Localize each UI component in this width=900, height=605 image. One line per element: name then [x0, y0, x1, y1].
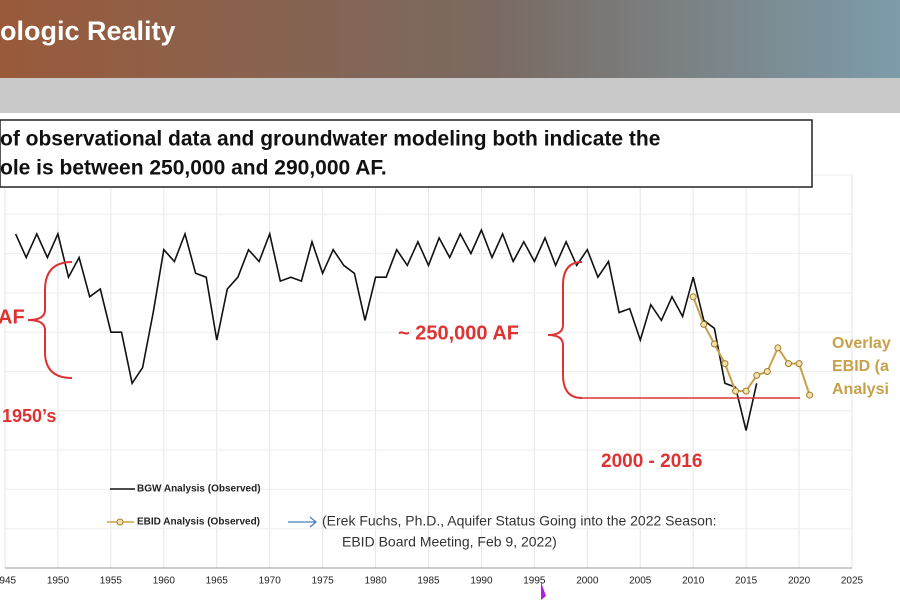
annotation: 2000 - 2016 [601, 451, 702, 472]
annotation: ~ 250,000 AF [398, 322, 519, 344]
x-tick-label: 1950 [47, 576, 70, 587]
x-tick-label: 2000 [576, 576, 599, 587]
data-point [774, 344, 782, 352]
x-tick-label: 1980 [364, 576, 387, 587]
x-tick-label: 2005 [629, 576, 652, 587]
series-line [692, 296, 811, 396]
note-box [0, 119, 813, 188]
brace [27, 261, 73, 379]
x-tick-label: 1960 [153, 576, 176, 587]
x-tick-label: 1985 [417, 576, 440, 587]
data-point [784, 360, 792, 368]
data-point [742, 387, 750, 395]
legend-label: EBID Analysis (Observed) [137, 517, 260, 528]
arrow [288, 516, 318, 528]
citation: (Erek Fuchs, Ph.D., Aquifer Status Going… [322, 513, 717, 529]
brace [547, 261, 583, 399]
data-point [806, 391, 814, 399]
cursor [541, 582, 546, 600]
plot-area [4, 174, 853, 569]
legend-swatch [116, 518, 124, 526]
x-tick-label: 2025 [841, 576, 864, 587]
data-point [763, 368, 771, 375]
annotation: AF [0, 306, 25, 328]
x-tick-label: 2020 [788, 576, 811, 587]
x-tick-label: 1995 [523, 576, 546, 587]
data-point [732, 387, 740, 395]
overlay-note: Analysi [832, 381, 889, 398]
data-point [689, 293, 697, 301]
x-tick-label: 1945 [0, 576, 17, 587]
series-line [14, 227, 758, 431]
x-tick-label: 1955 [100, 576, 123, 587]
annotation: 1950’s [2, 406, 56, 426]
data-point [700, 320, 708, 328]
x-tick-label: 1965 [206, 576, 229, 587]
legend-label: BGW Analysis (Observed) [137, 484, 261, 495]
overlay-note: EBID (a [832, 358, 889, 375]
x-tick-label: 1970 [259, 576, 282, 587]
data-point [721, 360, 729, 368]
data-point [795, 360, 803, 368]
note-line: ole is between 250,000 and 290,000 AF. [0, 157, 387, 180]
citation: EBID Board Meeting, Feb 9, 2022) [342, 534, 557, 550]
x-tick-label: 1975 [312, 576, 335, 587]
x-tick-label: 1990 [470, 576, 493, 587]
note-line: of observational data and groundwater mo… [0, 128, 660, 151]
sub-band [0, 78, 900, 113]
header-band [0, 0, 900, 78]
data-point [710, 340, 718, 348]
x-tick-label: 2015 [735, 576, 758, 587]
overlay-note: Overlay [832, 335, 891, 352]
data-point [753, 371, 761, 379]
slide-title: ologic Reality [0, 16, 176, 46]
x-tick-label: 2010 [682, 576, 705, 587]
